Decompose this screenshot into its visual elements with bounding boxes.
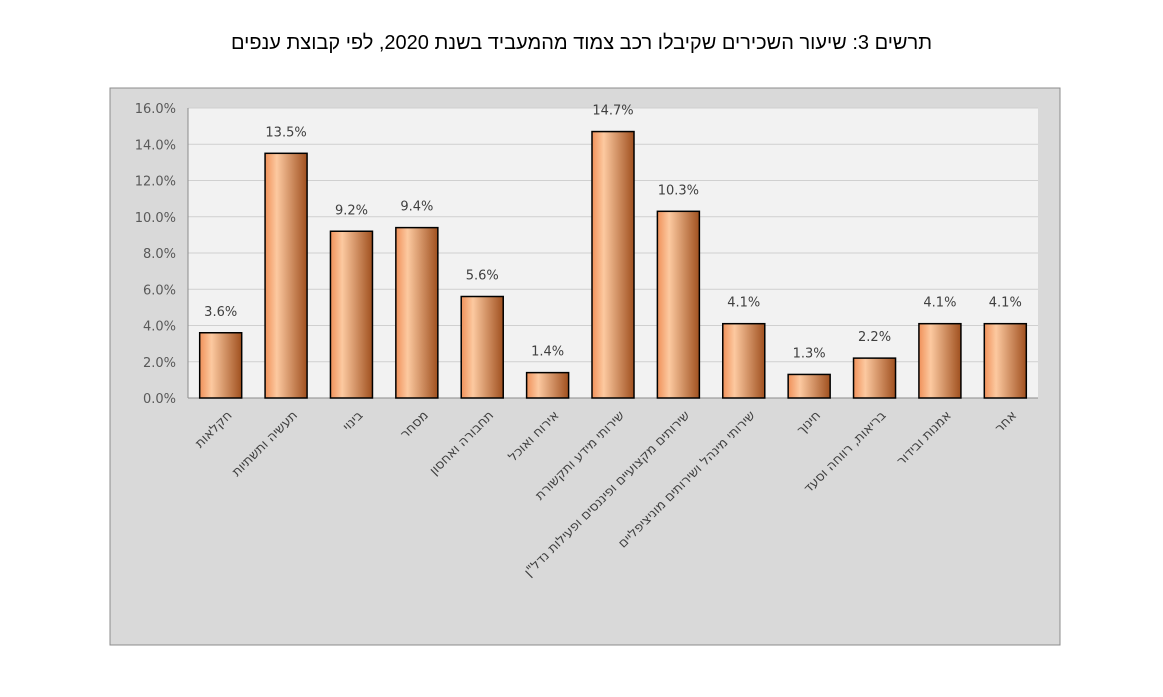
bar: [198, 332, 243, 399]
data-label: 9.2%: [335, 203, 368, 218]
bar: [852, 357, 897, 399]
bar: [460, 295, 504, 399]
data-label: 3.6%: [204, 305, 237, 320]
y-tick-label: 16.0%: [135, 102, 176, 117]
bar: [983, 322, 1028, 399]
bar: [787, 373, 831, 399]
data-label: 4.1%: [727, 296, 760, 311]
y-tick-label: 2.0%: [143, 356, 176, 371]
data-label: 9.4%: [400, 200, 433, 215]
data-label: 2.2%: [858, 330, 891, 345]
data-label: 5.6%: [466, 269, 499, 284]
data-label: 4.1%: [989, 296, 1022, 311]
data-label: 4.1%: [923, 296, 956, 311]
y-tick-label: 8.0%: [143, 247, 176, 262]
y-tick-label: 6.0%: [143, 283, 176, 298]
bar: [395, 226, 439, 399]
bar: [656, 210, 701, 399]
bar: [264, 152, 308, 399]
data-label: 1.3%: [793, 346, 826, 361]
y-tick-label: 12.0%: [135, 175, 176, 190]
bar: [722, 322, 766, 399]
y-tick-label: 4.0%: [143, 320, 176, 335]
chart-title: תרשים 3: שיעור השכירים שקיבלו רכב צמוד מ…: [230, 32, 933, 54]
data-label: 13.5%: [265, 125, 306, 140]
bar: [329, 230, 374, 399]
y-tick-label: 14.0%: [135, 138, 176, 153]
data-label: 1.4%: [531, 345, 564, 360]
data-label: 14.7%: [592, 104, 633, 119]
bar: [525, 371, 570, 399]
y-tick-label: 0.0%: [143, 392, 176, 407]
y-tick-label: 10.0%: [135, 211, 176, 226]
bar: [918, 322, 962, 399]
data-label: 10.3%: [658, 183, 699, 198]
bar: [591, 130, 635, 399]
